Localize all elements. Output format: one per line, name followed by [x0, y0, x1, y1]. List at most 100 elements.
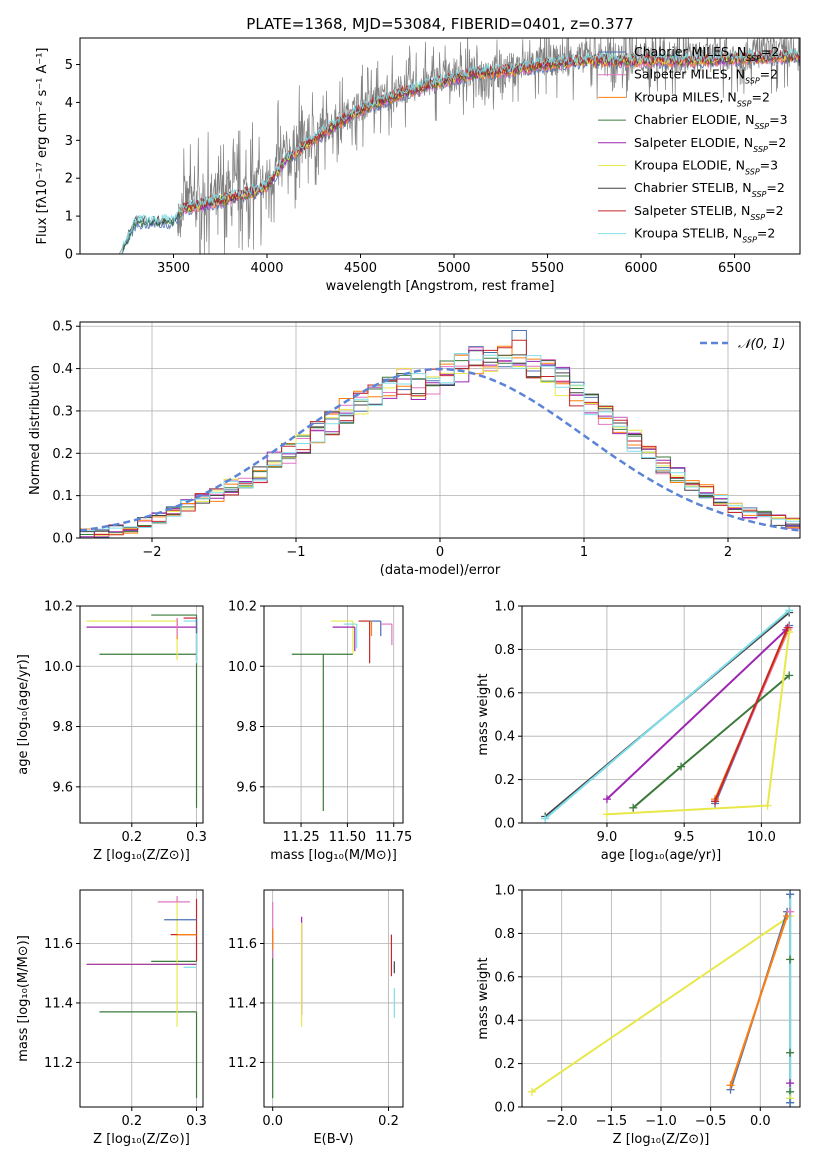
- y-axis-label: Normed distribution: [28, 365, 43, 495]
- spectrum-data-line: [118, 38, 800, 254]
- residual-histogram: [80, 339, 800, 538]
- legend-entry: Salpeter STELIB, NSSP=2: [634, 203, 784, 222]
- residual-histogram: [80, 353, 800, 532]
- y-tick-label: 0.0: [52, 532, 73, 547]
- y-tick-label: 0.2: [494, 773, 515, 788]
- normal-curve: [80, 367, 800, 532]
- legend-entry: Salpeter ELODIE, NSSP=2: [634, 135, 786, 154]
- legend-entry: Kroupa MILES, NSSP=2: [634, 89, 770, 108]
- x-tick-label: 4000: [250, 261, 283, 276]
- x-axis-label: Z [log₁₀(Z/Z⊙)]: [93, 848, 190, 863]
- spectrum-panel: 3500 4000 4500 5000 5500 6000 6500 0 1 2 3 4 5 wavele…: [35, 37, 801, 294]
- x-axis-label: Z [log₁₀(Z/Z⊙)]: [93, 1132, 190, 1147]
- y-tick-label: 0.3: [52, 404, 73, 419]
- weight-line: [729, 915, 789, 1086]
- x-axis-label: mass [log₁₀(M/M⊙)]: [270, 848, 397, 863]
- x-tick-label: −1.5: [596, 1114, 628, 1129]
- y-axis-label: mass weight: [476, 957, 491, 1039]
- y-tick-label: 10.2: [44, 600, 73, 615]
- spectrum-legend: Chabrier MILES, NSSP=2 Salpeter MILES, NS…: [598, 44, 788, 244]
- weight-line: [606, 629, 787, 800]
- weight-line: [714, 627, 789, 802]
- y-tick-label: 1: [65, 210, 73, 225]
- y-tick-label: 1.0: [494, 600, 515, 615]
- weight-line: [531, 915, 791, 1093]
- x-tick-label: −1.0: [645, 1114, 677, 1129]
- x-tick-label: 0.2: [121, 830, 142, 845]
- x-tick-label: 6500: [718, 261, 751, 276]
- axes-frame: [79, 37, 801, 255]
- mass-vs-EBV-plot-area: [272, 901, 395, 1099]
- model-line: [119, 49, 800, 254]
- y-tick-label: 4: [65, 96, 73, 111]
- y-axis-label: mass weight: [476, 673, 491, 755]
- legend-entry: Chabrier MILES, NSSP=2: [634, 44, 779, 63]
- y-tick-label: 9.6: [236, 780, 257, 795]
- y-tick-label: 0: [65, 248, 73, 263]
- spectrum-plot-area: [118, 38, 800, 254]
- y-axis-label: age [log₁₀(age/yr)]: [16, 654, 31, 775]
- y-axis-label: Flux [fλ10⁻¹⁷ erg cm⁻² s⁻¹ A⁻¹]: [35, 48, 50, 245]
- x-tick-label: 0.3: [186, 1114, 207, 1129]
- legend-entry: Chabrier ELODIE, NSSP=3: [634, 112, 788, 131]
- x-tick-label: 10.0: [747, 830, 776, 845]
- x-tick-label: 0.0: [750, 1114, 771, 1129]
- y-tick-label: 11.6: [228, 937, 257, 952]
- x-tick-label: 9.0: [597, 830, 618, 845]
- weight-vs-age-panel: 9.0 9.5 10.0 0.0 0.2 0.4 0.6 0.8 1.0 age [log₁₀(a…: [476, 600, 801, 863]
- y-tick-label: 0.8: [494, 927, 515, 942]
- legend-entry: Kroupa ELODIE, NSSP=3: [634, 158, 778, 177]
- x-tick-label: −2.0: [546, 1114, 578, 1129]
- axes-frame: [521, 889, 801, 1108]
- figure-title: PLATE=1368, MJD=53084, FIBERID=0401, z=0…: [246, 15, 633, 33]
- weight-line: [544, 609, 790, 820]
- x-tick-label: −1: [286, 545, 305, 560]
- x-tick-label: 6000: [624, 261, 657, 276]
- y-tick-label: 0.0: [494, 1101, 515, 1116]
- model-line: [119, 48, 800, 254]
- y-tick-label: 11.6: [44, 937, 73, 952]
- age-vs-mass-plot-area: [291, 620, 393, 811]
- y-tick-label: 0.5: [52, 320, 73, 335]
- y-tick-label: 10.2: [228, 600, 257, 615]
- y-tick-label: 11.4: [228, 996, 257, 1011]
- x-tick-label: 0.2: [121, 1114, 142, 1129]
- x-tick-label: 5000: [437, 261, 470, 276]
- x-tick-label: −2: [142, 545, 161, 560]
- weight-vs-Z-panel: −2.0 −1.5 −1.0 −0.5 0.0 0.0 0.2 0.4 0.6 0.8 1.0 Z […: [476, 884, 801, 1147]
- x-axis-label: E(B-V): [313, 1132, 353, 1147]
- axes-frame: [263, 605, 404, 824]
- y-tick-label: 0.0: [494, 817, 515, 832]
- mass-vs-Z-plot-area: [86, 895, 198, 1099]
- x-axis-label: (data-model)/error: [380, 563, 501, 578]
- mass-vs-EBV-panel: 0.0 0.2 11.2 11.4 11.6 E(B-V): [228, 889, 404, 1147]
- y-tick-label: 0.2: [52, 447, 73, 462]
- y-tick-label: 0.2: [494, 1057, 515, 1072]
- x-tick-label: 11.50: [329, 830, 366, 845]
- weight-vs-Z-plot-area: [527, 890, 795, 1107]
- axes-frame: [79, 605, 204, 824]
- y-tick-label: 0.4: [52, 362, 73, 377]
- x-tick-label: 0.3: [186, 830, 207, 845]
- legend-entry: 𝒩(0, 1): [738, 337, 785, 352]
- weight-line: [632, 674, 790, 809]
- x-tick-label: 0.2: [378, 1114, 399, 1129]
- axes-frame: [263, 889, 404, 1108]
- y-tick-label: 9.6: [52, 780, 73, 795]
- x-tick-label: −0.5: [695, 1114, 727, 1129]
- y-tick-label: 10.0: [44, 660, 73, 675]
- y-tick-label: 0.4: [494, 730, 515, 745]
- x-tick-label: 4500: [344, 261, 377, 276]
- age-vs-mass-panel: 11.25 11.50 11.75 9.6 9.8 10.0 10.2 mass [log₁₀…: [228, 600, 412, 864]
- residuals-panel: −2 −1 0 1 2 0.0 0.1 0.2 0.3 0.4 0.5 (data-model)/er…: [28, 320, 801, 578]
- axes-frame: [79, 321, 801, 539]
- y-tick-label: 2: [65, 172, 73, 187]
- x-tick-label: 2: [724, 545, 732, 560]
- y-tick-label: 11.4: [44, 996, 73, 1011]
- x-axis-label: Z [log₁₀(Z/Z⊙)]: [613, 1132, 710, 1147]
- mass-vs-Z-panel: 0.2 0.3 11.2 11.4 11.6 Z [log₁₀(Z/Z⊙)] mass [l…: [16, 889, 207, 1147]
- y-tick-label: 0.6: [494, 686, 515, 701]
- y-tick-label: 1.0: [494, 884, 515, 899]
- x-tick-label: 1: [580, 545, 588, 560]
